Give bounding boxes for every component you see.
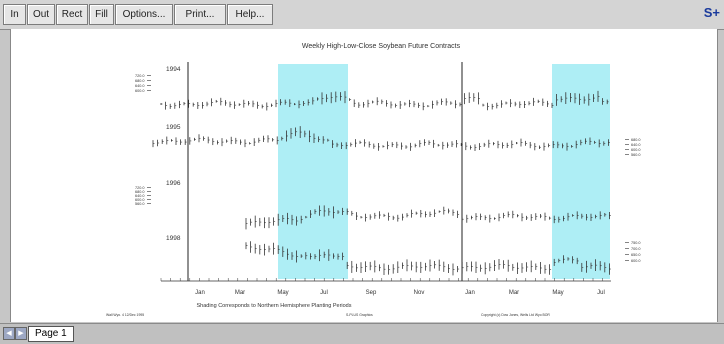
x-tick-label: Jan [195,290,205,296]
fill-button[interactable]: Fill [89,4,114,25]
y-tick-label: 600.0 [631,259,641,263]
credit-right: Copyright (c) Dow Jones, Wells Ltd Wyo B… [481,313,550,317]
page-tab[interactable]: Page 1 [28,326,74,342]
help-button[interactable]: Help... [227,4,273,25]
status-bar: ◀ ▶ Page 1 [0,323,724,344]
x-tick-label: Jan [465,290,475,296]
x-tick-label: Mar [235,290,245,296]
y-tick-label: 720.0 [135,74,145,78]
chart-title: Weekly High-Low-Close Soybean Future Con… [302,43,461,50]
y-tick-label: 600.0 [135,89,145,93]
y-tick-label: 650.0 [631,253,641,257]
y-tick-label: 680.0 [135,79,145,83]
panel-label-1998: 1998 [166,235,181,242]
shaded-period-0 [278,64,348,279]
y-tick-label: 600.0 [135,198,145,202]
y-tick-label: 640.0 [631,143,641,147]
footnote: Shading Corresponds to Northern Hemisphe… [196,303,351,309]
print-button[interactable]: Print... [174,4,226,25]
y-tick-label: 560.0 [135,202,145,206]
toolbar: In Out Rect Fill Options... Print... Hel… [0,0,724,30]
y-tick-label: 680.0 [631,138,641,142]
chart-svg: Weekly High-Low-Close Soybean Future Con… [106,43,641,317]
shaded-period-1 [552,64,610,279]
zoom-in-button[interactable]: In [3,4,26,25]
zoom-out-button[interactable]: Out [27,4,55,25]
y-tick-label: 750.0 [631,241,641,245]
y-tick-label: 600.0 [631,148,641,152]
y-tick-label: 640.0 [135,84,145,88]
x-tick-label: Mar [509,290,519,296]
graph-canvas: Weekly High-Low-Close Soybean Future Con… [10,29,718,322]
x-tick-label: May [277,290,288,296]
rect-button[interactable]: Rect [56,4,88,25]
y-tick-label: 700.0 [631,247,641,251]
y-tick-label: 640.0 [135,194,145,198]
next-page-icon[interactable]: ▶ [15,327,27,340]
credit-left: Wall Wyo. 4 12/Dec 1995 [106,313,144,317]
y-tick-label: 560.0 [631,153,641,157]
options-button[interactable]: Options... [115,4,173,25]
panel-label-1994: 1994 [166,66,181,73]
panel-label-1995: 1995 [166,124,181,131]
y-tick-label: 720.0 [135,186,145,190]
prev-page-icon[interactable]: ◀ [3,327,15,340]
y-tick-label: 680.0 [135,190,145,194]
x-tick-label: Jul [597,290,605,296]
x-tick-label: Nov [414,290,425,296]
credit-center: S-PLUS Graphics [346,313,373,317]
x-tick-label: May [552,290,563,296]
x-tick-label: Jul [320,290,328,296]
x-tick-label: Sep [366,290,377,296]
panel-label-1996: 1996 [166,180,181,187]
splus-logo: S+ [703,5,720,20]
